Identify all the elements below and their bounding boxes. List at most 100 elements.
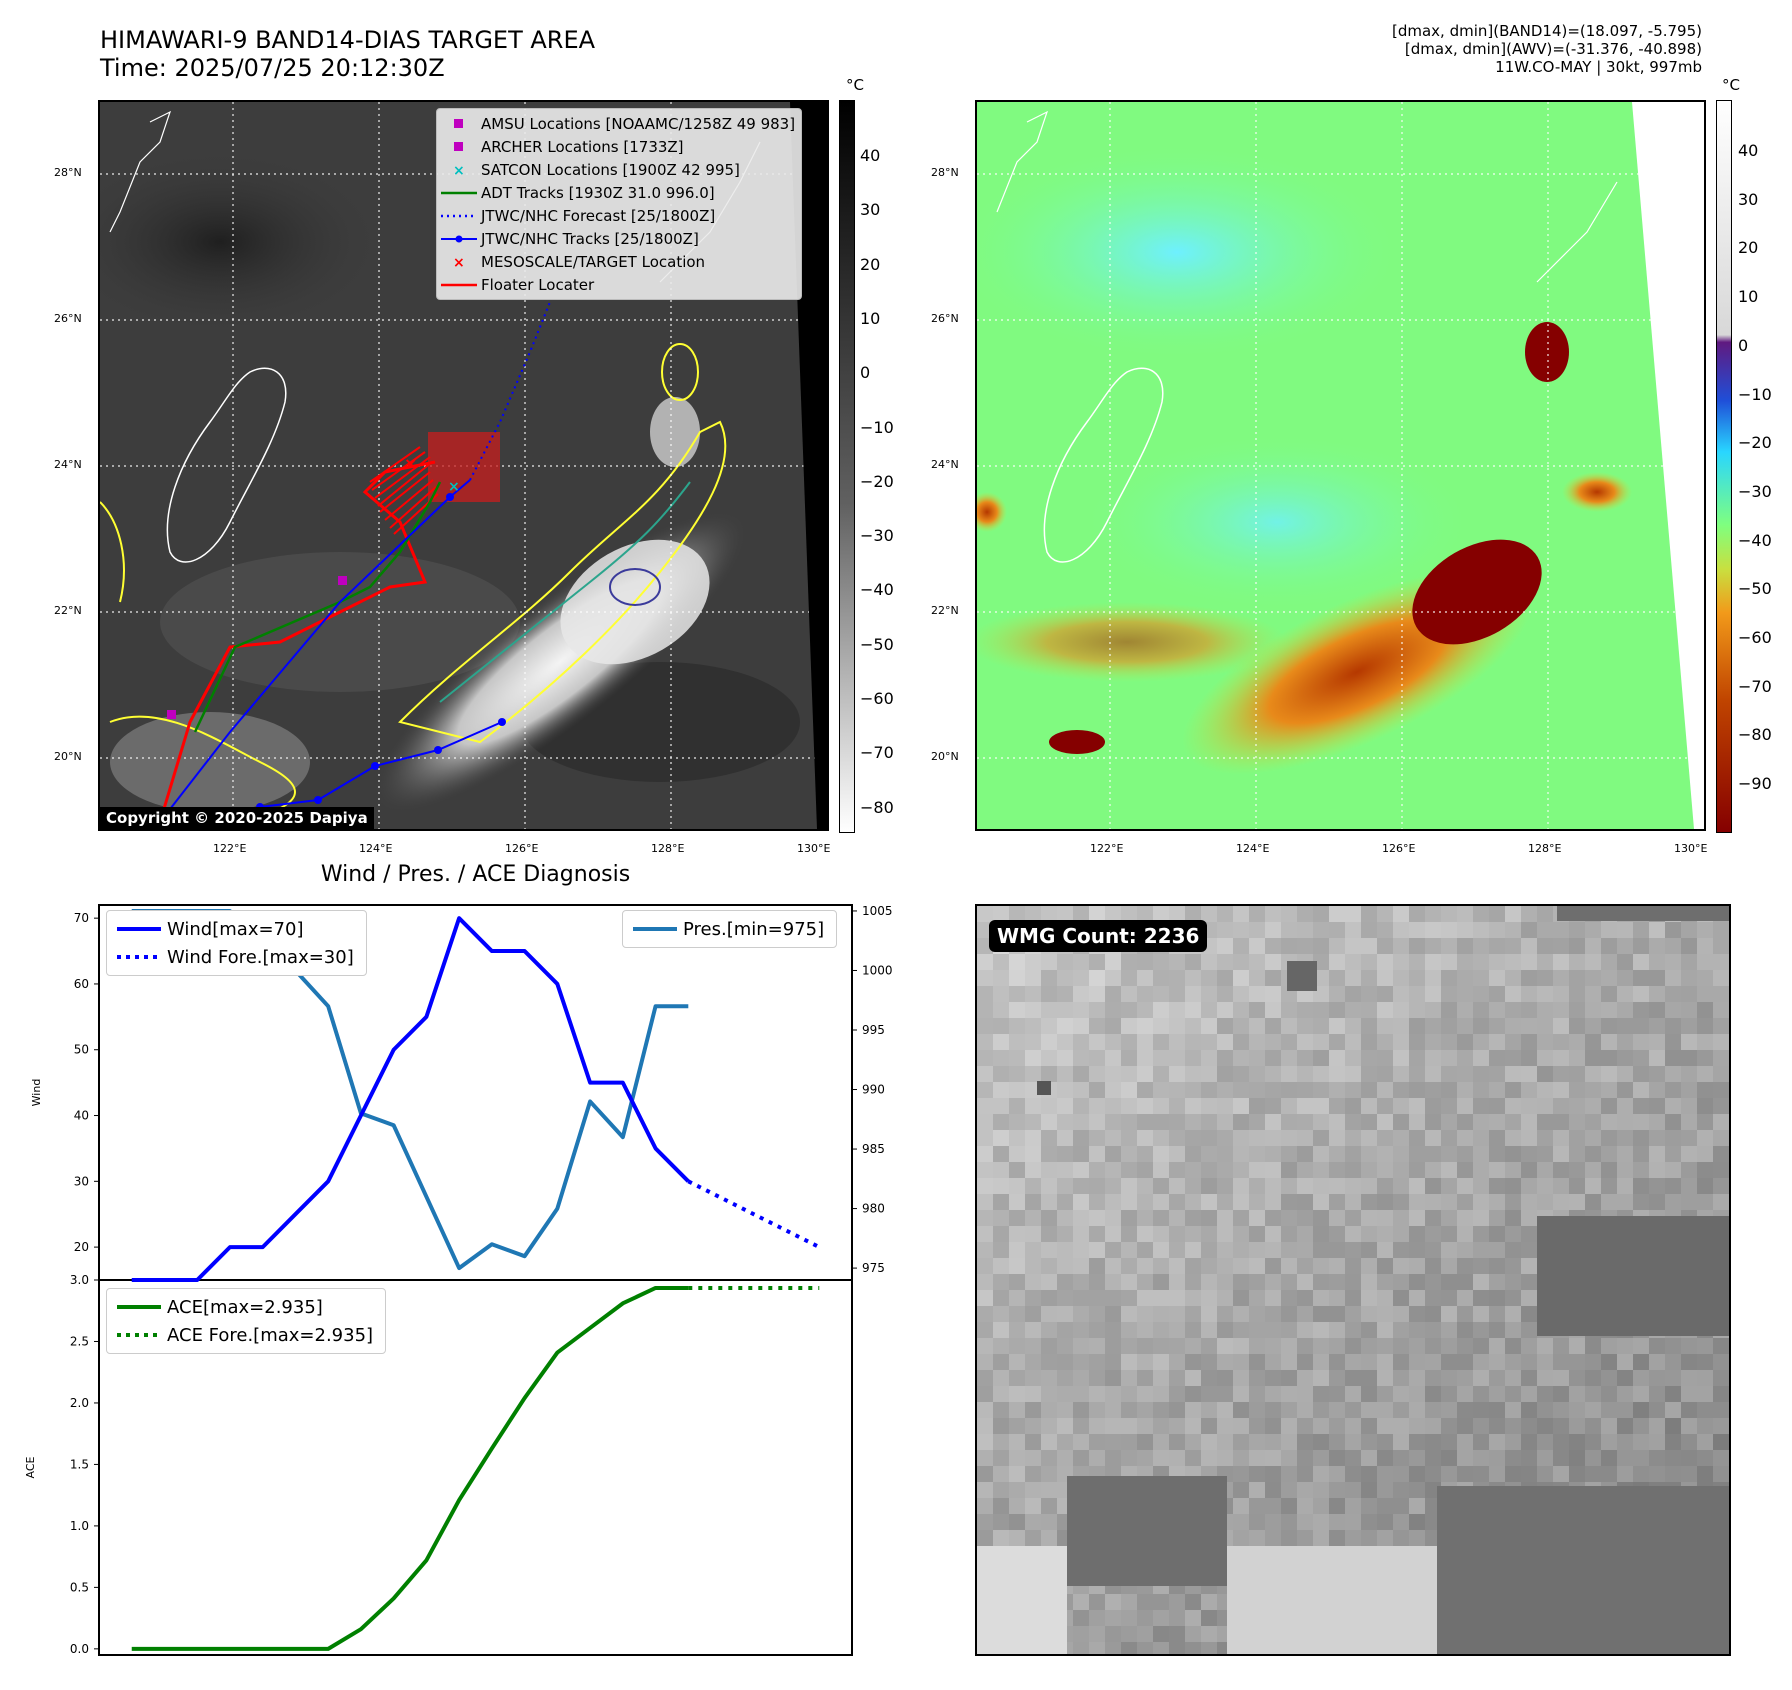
wmg-pixel [1345,1258,1361,1274]
wmg-pixel [1025,1178,1041,1194]
wmg-pixel [1057,1034,1073,1050]
wmg-pixel [1169,1114,1185,1130]
colorbar-tick-label: −80 [860,797,894,817]
wmg-pixel [1137,1354,1153,1370]
wmg-pixel [1521,1178,1537,1194]
wmg-pixel [1297,1178,1313,1194]
wmg-pixel [1137,1018,1153,1034]
wmg-pixel [1585,1466,1601,1482]
wmg-pixel [1537,1386,1553,1402]
wmg-pixel [1217,938,1233,954]
wmg-pixel [1665,922,1681,938]
wmg-pixel [1265,1210,1281,1226]
wmg-pixel [1169,1370,1185,1386]
wmg-pixel [1505,1162,1521,1178]
ace-legend-item: ACE[max=2.935] [111,1293,381,1321]
wmg-pixel [1009,1114,1025,1130]
wmg-pixel [1185,1018,1201,1034]
colorbar-tick-label: −50 [1738,579,1772,599]
wmg-pixel [1713,1338,1729,1354]
wmg-pixel [1249,1210,1265,1226]
wmg-pixel [1377,1274,1393,1290]
wmg-pixel [1329,954,1345,970]
wmg-pixel [1089,1002,1105,1018]
wmg-pixel [1441,1434,1457,1450]
wmg-pixel [1537,1402,1553,1418]
wmg-pixel [1233,1498,1249,1514]
wmg-pixel [1409,1066,1425,1082]
wmg-pixel [1633,938,1649,954]
wmg-pixel [1601,1114,1617,1130]
wmg-pixel [1649,1418,1665,1434]
wmg-pixel [1537,1178,1553,1194]
wmg-pixel [1265,1066,1281,1082]
wmg-pixel [1121,1338,1137,1354]
wmg-pixel [1169,1258,1185,1274]
wmg-pixel [1073,1610,1089,1626]
wmg-pixel [1585,1002,1601,1018]
wmg-pixel [1345,1434,1361,1450]
wmg-pixel [1025,1034,1041,1050]
wmg-pixel [1089,1082,1105,1098]
wmg-pixel [1393,1322,1409,1338]
wmg-pixel [1425,1290,1441,1306]
wmg-pixel [1665,1370,1681,1386]
wmg-pixel [1489,954,1505,970]
wmg-pixel [1009,1402,1025,1418]
wmg-pixel [1601,1050,1617,1066]
wmg-pixel [1345,1178,1361,1194]
wmg-pixel [1377,1018,1393,1034]
wmg-pixel [1169,1194,1185,1210]
wmg-pixel [1633,1066,1649,1082]
wmg-pixel [1521,1114,1537,1130]
wmg-pixel [1105,1018,1121,1034]
wmg-pixel [1201,1034,1217,1050]
wmg-pixel [977,1434,993,1450]
wmg-pixel [1441,1162,1457,1178]
wmg-pixel [1185,1434,1201,1450]
wmg-pixel [1393,1530,1409,1546]
wmg-pixel [1265,986,1281,1002]
wmg-pixel [1041,1114,1057,1130]
wmg-pixel [1345,1226,1361,1242]
wmg-pixel [1441,1210,1457,1226]
wmg-pixel [1521,1322,1537,1338]
wmg-pixel [1233,906,1249,922]
pressure-tick-label: 1000 [862,963,893,977]
wmg-pixel [1217,1402,1233,1418]
wmg-pixel [1169,1226,1185,1242]
wmg-pixel [1473,1466,1489,1482]
wmg-pixel [1345,1194,1361,1210]
map-legend-label: JTWC/NHC Forecast [25/1800Z] [481,206,716,225]
wmg-pixel [1169,1642,1185,1654]
wmg-pixel [1553,1354,1569,1370]
wmg-pixel [1617,1386,1633,1402]
wv-lon-label: 122°E [1090,842,1124,855]
wmg-pixel [1185,1418,1201,1434]
wmg-pixel [1665,986,1681,1002]
wmg-pixel [1441,1402,1457,1418]
wmg-pixel [1713,1434,1729,1450]
wmg-pixel [1169,1066,1185,1082]
wmg-pixel [1681,1098,1697,1114]
wmg-pixel [1073,1290,1089,1306]
wmg-pixel [1569,1402,1585,1418]
wmg-pixel [1457,1466,1473,1482]
wmg-pixel [1425,1130,1441,1146]
wmg-pixel [1217,1178,1233,1194]
wmg-pixel [1041,1530,1057,1546]
wmg-pixel [1217,1194,1233,1210]
wmg-pixel [1185,954,1201,970]
wmg-pixel [1041,1178,1057,1194]
wmg-pixel [1249,1034,1265,1050]
wmg-pixel [1521,1258,1537,1274]
wmg-pixel [1569,1162,1585,1178]
wmg-pixel [1649,1130,1665,1146]
wmg-pixel [1153,1114,1169,1130]
map-legend-label: Floater Locater [481,275,595,294]
legend-symbol-icon: × [437,256,481,268]
wmg-pixel [1121,1018,1137,1034]
ace-tick-label: 1.0 [70,1519,89,1533]
wmg-pixel [1009,1498,1025,1514]
wmg-pixel [1313,1498,1329,1514]
